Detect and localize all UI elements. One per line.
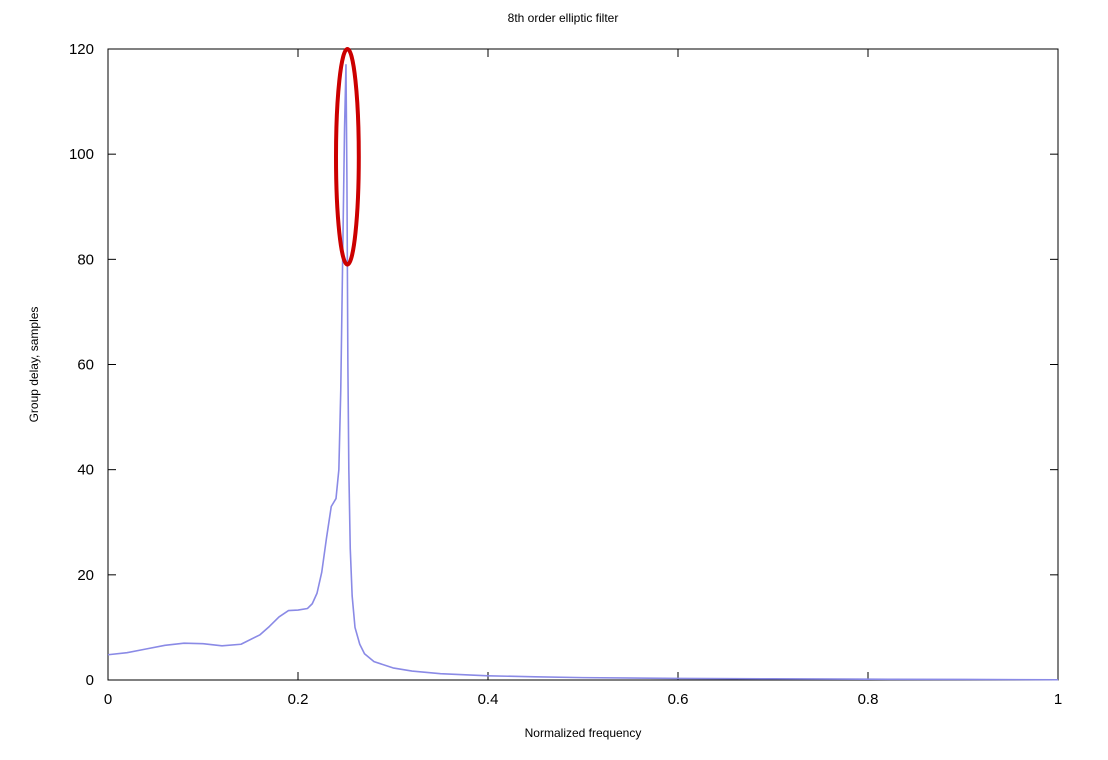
series-line	[107, 63, 1059, 681]
series-layer	[107, 63, 1059, 681]
y-tick-label: 20	[77, 567, 94, 584]
ticks-layer: 0 0.2 0.4 0.6 0.8 1 0 20 40 60 80 100 120	[69, 41, 1062, 708]
x-tick-label: 0.4	[478, 691, 499, 708]
x-tick-label: 0.8	[858, 691, 879, 708]
x-tick-label: 0.2	[288, 691, 309, 708]
x-tick-label: 0.6	[668, 691, 689, 708]
plot-area	[107, 48, 1059, 681]
y-tick-label: 80	[77, 251, 94, 268]
y-axis-label: Group delay, samples	[27, 307, 41, 423]
x-tick-label: 1	[1054, 691, 1062, 708]
y-tick-label: 40	[77, 462, 94, 479]
y-tick-label: 120	[69, 41, 94, 58]
x-tick-label: 0	[104, 691, 112, 708]
annotation-layer	[334, 47, 361, 267]
x-axis-label: Normalized frequency	[525, 726, 642, 740]
y-tick-label: 100	[69, 146, 94, 163]
y-tick-label: 0	[86, 672, 94, 689]
chart-title: 8th order elliptic filter	[508, 11, 619, 25]
y-tick-label: 60	[77, 357, 94, 374]
highlight-ellipse	[334, 47, 361, 267]
